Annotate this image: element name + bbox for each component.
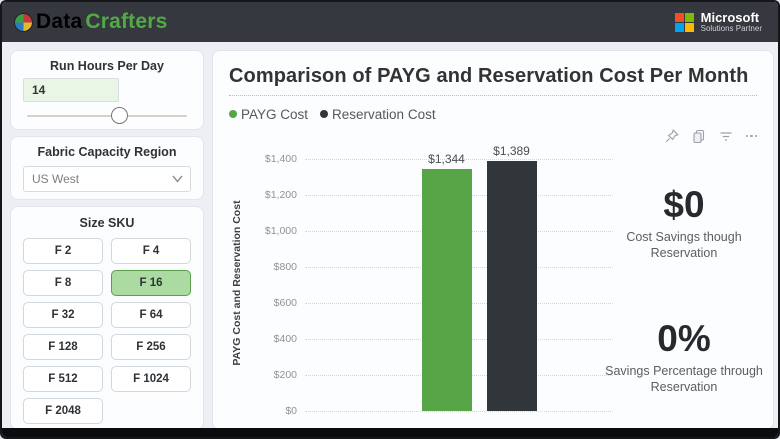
region-dropdown[interactable]: US West bbox=[23, 166, 191, 192]
chart-title: Comparison of PAYG and Reservation Cost … bbox=[229, 65, 749, 87]
kpi-cost-savings: $0 Cost Savings though Reservation bbox=[605, 185, 763, 261]
region-selected-value: US West bbox=[32, 172, 80, 186]
bars-container: $1,344 $1,389 bbox=[305, 144, 613, 411]
bar-data-label: $1,389 bbox=[493, 143, 530, 158]
chevron-down-icon bbox=[172, 175, 183, 183]
y-tick-label: $400 bbox=[273, 333, 297, 345]
legend-item[interactable]: PAYG Cost bbox=[229, 107, 308, 122]
legend-dot-icon bbox=[229, 110, 237, 118]
title-separator bbox=[229, 95, 757, 96]
y-tick-label: $1,000 bbox=[264, 225, 297, 237]
y-tick-label: $600 bbox=[273, 297, 297, 309]
run-hours-card: Run Hours Per Day bbox=[10, 50, 204, 130]
sku-button-f256[interactable]: F 256 bbox=[111, 334, 191, 360]
sku-button-f2048[interactable]: F 2048 bbox=[23, 398, 103, 424]
microsoft-logo-icon bbox=[674, 12, 694, 32]
bar-payg-cost[interactable]: $1,344 bbox=[421, 152, 472, 411]
sku-button-f64[interactable]: F 64 bbox=[111, 302, 191, 328]
sku-button-f512[interactable]: F 512 bbox=[23, 366, 103, 392]
sku-button-f16[interactable]: F 16 bbox=[111, 270, 191, 296]
sku-button-f128[interactable]: F 128 bbox=[23, 334, 103, 360]
kpi-savings-percentage-label: Savings Percentage through Reservation bbox=[605, 364, 763, 394]
kpi-cost-savings-value: $0 bbox=[663, 184, 705, 225]
copy-icon[interactable] bbox=[692, 129, 706, 143]
plot-area: $1,344 $1,389 bbox=[305, 144, 613, 412]
sku-button-f4[interactable]: F 4 bbox=[111, 238, 191, 264]
brand-text-crafters: Crafters bbox=[85, 10, 168, 33]
legend-label: PAYG Cost bbox=[241, 106, 309, 122]
solutions-partner-label: Solutions Partner bbox=[700, 24, 762, 33]
legend-dot-icon bbox=[320, 110, 329, 118]
filter-icon[interactable] bbox=[719, 129, 733, 143]
kpi-cost-savings-label: Cost Savings though Reservation bbox=[626, 230, 742, 260]
sku-button-f1024[interactable]: F 1024 bbox=[111, 366, 191, 392]
run-hours-slider-handle[interactable] bbox=[110, 107, 128, 124]
kpi-savings-percentage: 0% Savings Percentage through Reservatio… bbox=[605, 319, 763, 395]
microsoft-label: Microsoft bbox=[700, 10, 760, 25]
run-hours-slider[interactable] bbox=[27, 107, 187, 124]
legend-label: Reservation Cost bbox=[332, 106, 436, 122]
size-sku-grid: F 2 F 4 F 8 F 16 F 32 F 64 F 128 F 256 F 512 F 10… bbox=[23, 238, 191, 424]
y-tick-label: $800 bbox=[273, 261, 297, 273]
top-bar: Data Crafters Microsoft Solutions Partner bbox=[2, 2, 778, 42]
y-tick-label: $200 bbox=[273, 369, 297, 381]
chart-card: Comparison of PAYG and Reservation Cost … bbox=[212, 50, 774, 430]
more-options-icon[interactable] bbox=[745, 129, 757, 143]
sku-button-f32[interactable]: F 32 bbox=[23, 302, 103, 328]
window-bottom-edge bbox=[2, 428, 778, 437]
y-tick-label: $1,400 bbox=[264, 153, 297, 165]
size-sku-card: Size SKU F 2 F 4 F 8 F 16 F 32 F 64 F 128 F 256… bbox=[10, 206, 204, 430]
bar-chart: PAYG Cost and Reservation Cost $1,400 $1,… bbox=[229, 144, 621, 437]
chart-legend: PAYG Cost Reservation Cost bbox=[229, 105, 757, 123]
datacrafters-logo-icon bbox=[14, 12, 33, 32]
y-tick-label: $1,200 bbox=[264, 189, 297, 201]
y-tick-label: $0 bbox=[285, 405, 297, 417]
microsoft-partner-badge: Microsoft Solutions Partner bbox=[674, 10, 766, 33]
gridline bbox=[305, 159, 613, 160]
sku-button-f2[interactable]: F 2 bbox=[23, 238, 103, 264]
run-hours-title: Run Hours Per Day bbox=[50, 59, 164, 73]
kpi-savings-percentage-value: 0% bbox=[657, 318, 711, 359]
y-axis-ticks: $1,400 $1,200 $1,000 $800 $600 $400 $200 $0 bbox=[245, 153, 297, 417]
pin-icon[interactable] bbox=[665, 129, 679, 143]
bar-reservation-cost[interactable]: $1,389 bbox=[486, 144, 537, 411]
y-axis-label: PAYG Cost and Reservation Cost bbox=[231, 200, 243, 366]
size-sku-title: Size SKU bbox=[79, 216, 135, 230]
datacrafters-logo: Data Crafters bbox=[14, 10, 167, 34]
gridline bbox=[305, 411, 613, 412]
run-hours-input[interactable] bbox=[23, 78, 119, 102]
brand-text-data: Data bbox=[36, 10, 83, 33]
region-card: Fabric Capacity Region US West bbox=[10, 136, 204, 200]
bar-data-label: $1,344 bbox=[428, 152, 465, 167]
sku-button-f8[interactable]: F 8 bbox=[23, 270, 103, 296]
region-title: Fabric Capacity Region bbox=[37, 145, 177, 159]
visual-header-toolbar bbox=[665, 129, 757, 143]
legend-item[interactable]: Reservation Cost bbox=[320, 107, 436, 122]
